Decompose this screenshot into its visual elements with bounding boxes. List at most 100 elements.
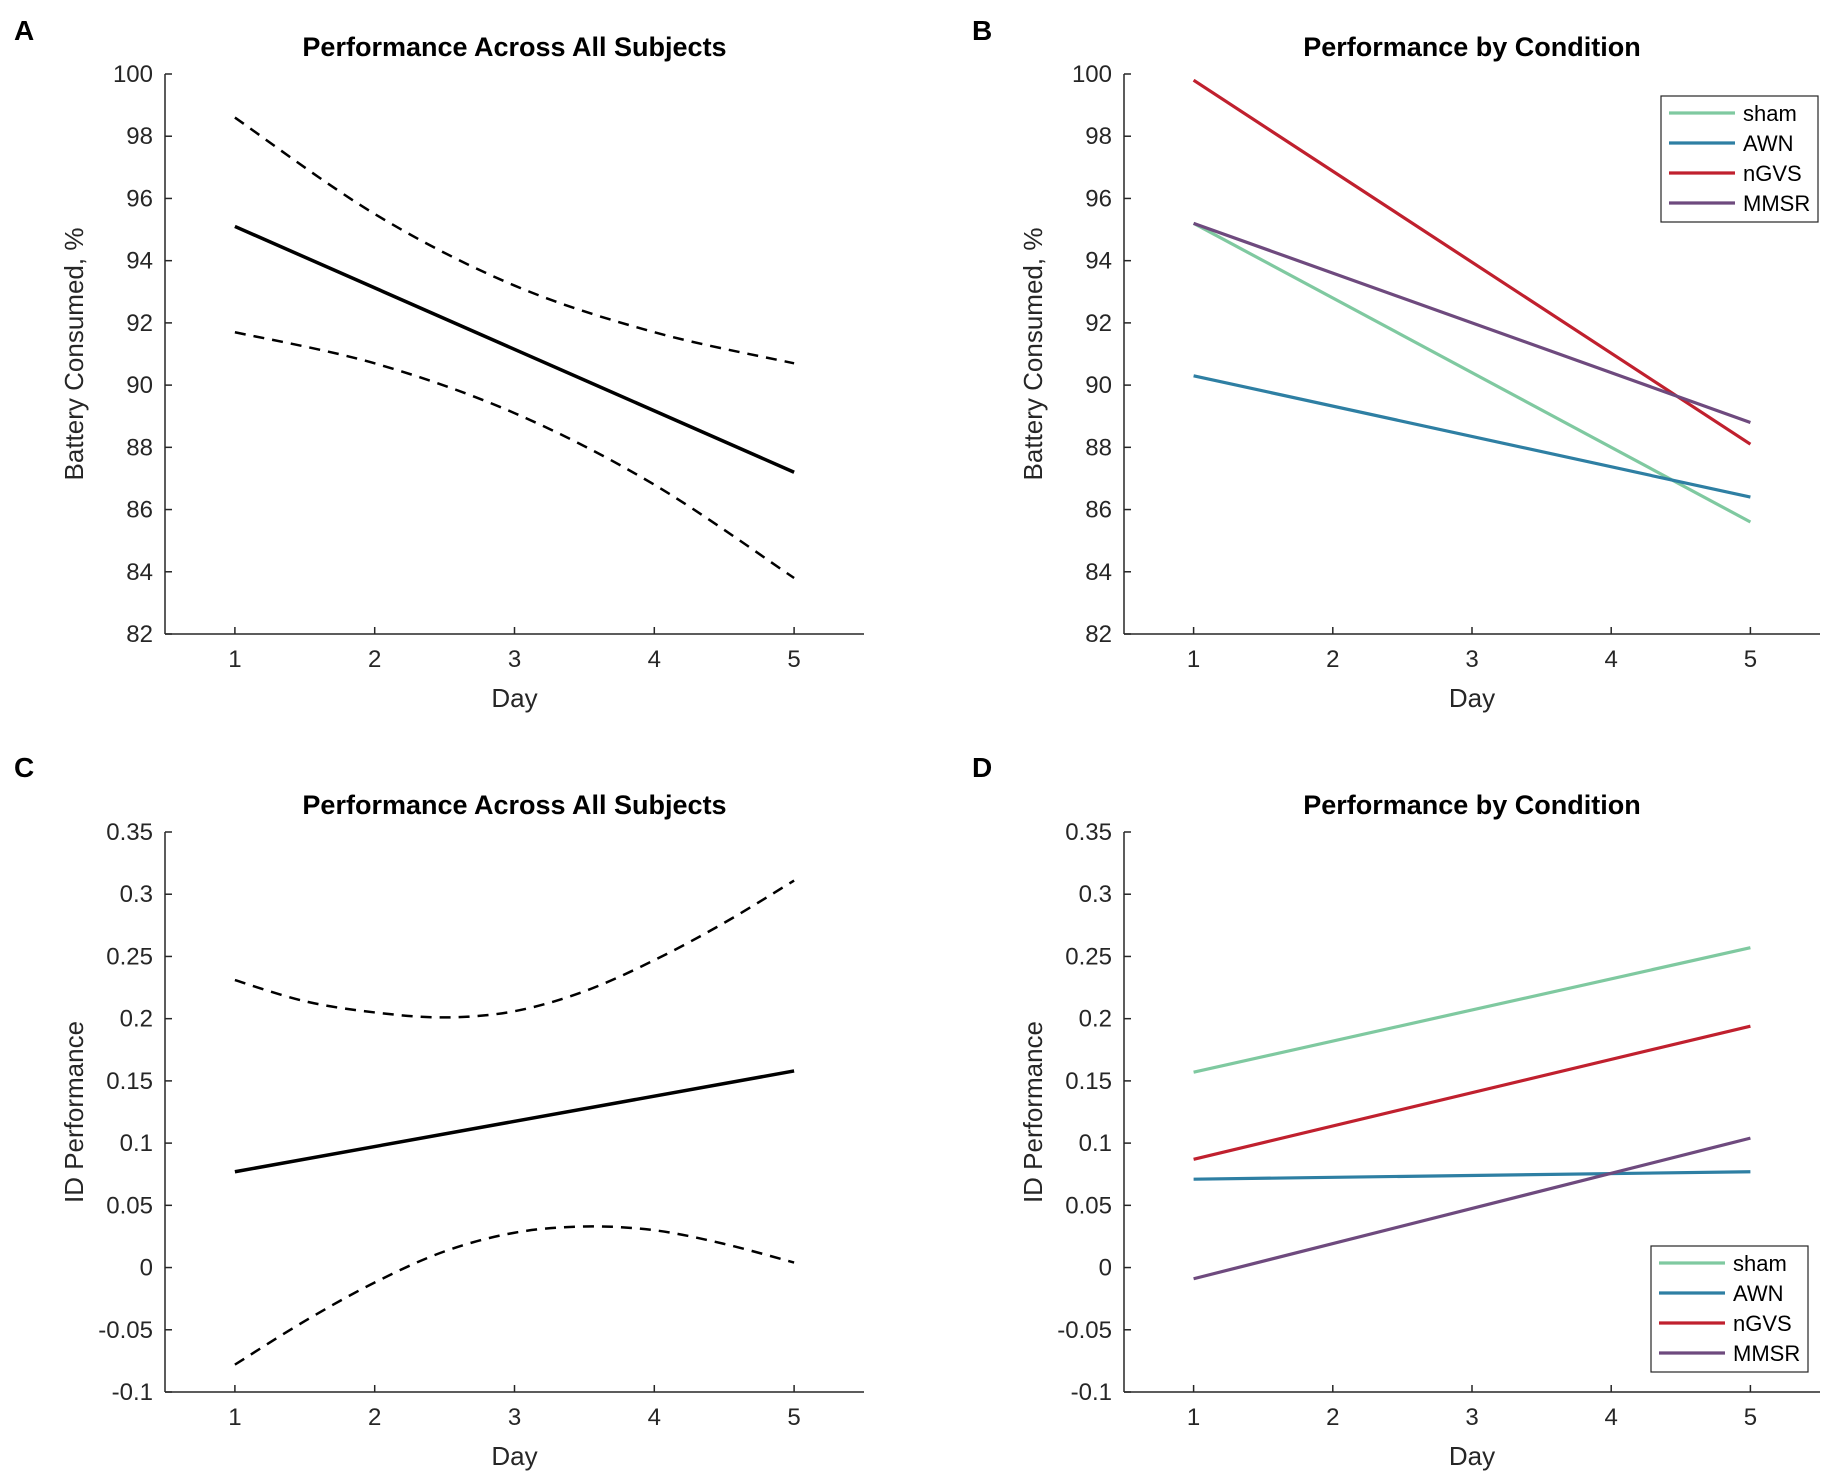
legend-label: nGVS [1733, 1311, 1792, 1336]
chart-title: Performance Across All Subjects [302, 32, 726, 62]
y-tick-label: 0.15 [1065, 1068, 1112, 1095]
y-tick-label: 0.1 [1079, 1130, 1112, 1157]
x-tick-label: 4 [1605, 1404, 1618, 1431]
x-tick-label: 4 [648, 646, 661, 673]
y-tick-label: 96 [1085, 185, 1112, 212]
y-tick-label: 94 [1085, 248, 1112, 275]
y-tick-label: 0.3 [1079, 881, 1112, 908]
y-tick-label: 0 [140, 1255, 153, 1282]
chart-title: Performance Across All Subjects [302, 790, 726, 820]
x-axis-label: Day [491, 683, 537, 713]
y-tick-label: 0.35 [1065, 819, 1112, 846]
chart-title: Performance by Condition [1303, 32, 1641, 62]
y-tick-label: 0.35 [106, 819, 153, 846]
x-tick-label: 4 [1605, 646, 1618, 673]
chart-panel-d: D Performance by Condition -0.1 -0.05 0 0.05 0… [972, 752, 1820, 1471]
series-line-lower-ci [234, 331, 795, 580]
y-tick-label: 86 [1085, 497, 1112, 524]
x-tick-label: 1 [1187, 1404, 1200, 1431]
y-tick-label: 96 [126, 185, 153, 212]
y-tick-label: 98 [126, 123, 153, 150]
series-line-awn [1193, 1170, 1751, 1181]
y-axis-label: ID Performance [1018, 1021, 1048, 1203]
y-tick-label: 88 [1085, 434, 1112, 461]
legend-label: sham [1743, 101, 1797, 126]
y-tick-label: 98 [1085, 123, 1112, 150]
legend: sham AWN nGVS MMSR [1660, 95, 1819, 223]
panel-letter: C [14, 752, 34, 783]
y-tick-label: 0.25 [1065, 943, 1112, 970]
y-tick-label: 84 [1085, 559, 1112, 586]
x-tick-label: 1 [228, 1404, 241, 1431]
legend-label: MMSR [1743, 191, 1810, 216]
y-tick-label: 100 [113, 61, 153, 88]
x-tick-label: 3 [1465, 646, 1478, 673]
y-axis-label: ID Performance [59, 1021, 89, 1203]
series-line-fit [234, 1069, 795, 1174]
y-tick-label: -0.1 [112, 1379, 153, 1406]
x-tick-label: 2 [1326, 1404, 1339, 1431]
series-line-mmsr [1193, 221, 1751, 424]
x-tick-label: 2 [368, 646, 381, 673]
chart-panel-b: B Performance by Condition 82 84 86 88 90 92 94 9… [972, 15, 1820, 713]
x-tick-label: 4 [648, 1404, 661, 1431]
series-line-upper-ci [234, 116, 795, 365]
x-tick-label: 5 [1744, 646, 1757, 673]
x-tick-label: 1 [1187, 646, 1200, 673]
y-tick-label: 82 [1085, 621, 1112, 648]
series-line-sham [1193, 946, 1751, 1074]
x-tick-label: 5 [1744, 1404, 1757, 1431]
x-axis-label: Day [491, 1441, 537, 1471]
panel-letter: B [972, 15, 992, 46]
x-tick-label: 3 [1465, 1404, 1478, 1431]
y-tick-label: 0.2 [1079, 1006, 1112, 1033]
y-axis-label: Battery Consumed, % [59, 228, 89, 481]
y-tick-label: 0.3 [120, 881, 153, 908]
y-tick-label: 0.1 [120, 1130, 153, 1157]
series-line-ngvs [1192, 78, 1752, 446]
legend-label: AWN [1743, 131, 1794, 156]
series-line-ngvs [1193, 1024, 1751, 1161]
chart-title: Performance by Condition [1303, 790, 1641, 820]
x-tick-label: 5 [787, 646, 800, 673]
legend-label: MMSR [1733, 1341, 1800, 1366]
chart-panel-c: C Performance Across All Subjects -0.1 -0.0… [14, 752, 864, 1471]
x-tick-label: 2 [1326, 646, 1339, 673]
x-tick-label: 3 [508, 646, 521, 673]
y-tick-label: 100 [1072, 61, 1112, 88]
y-tick-label: 0.05 [1065, 1192, 1112, 1219]
panel-letter: D [972, 752, 992, 783]
series-line-mmsr [1193, 1136, 1751, 1281]
legend-box [1650, 1245, 1809, 1373]
legend-label: sham [1733, 1251, 1787, 1276]
y-tick-label: -0.05 [98, 1317, 153, 1344]
y-tick-label: 90 [126, 372, 153, 399]
panel-letter: A [14, 15, 34, 46]
x-tick-label: 1 [228, 646, 241, 673]
x-axis-label: Day [1449, 683, 1495, 713]
y-tick-label: -0.05 [1057, 1317, 1112, 1344]
x-tick-label: 5 [787, 1404, 800, 1431]
y-tick-label: 92 [1085, 310, 1112, 337]
series-line-fit [234, 224, 795, 474]
legend-box [1660, 95, 1819, 223]
x-tick-label: 2 [368, 1404, 381, 1431]
y-tick-label: 82 [126, 621, 153, 648]
y-tick-label: 92 [126, 310, 153, 337]
legend: sham AWN nGVS MMSR [1650, 1245, 1809, 1373]
series-line-lower-ci [234, 1225, 795, 1366]
series-line-sham [1192, 221, 1752, 524]
series-line-awn [1193, 374, 1751, 499]
y-tick-label: -0.1 [1071, 1379, 1112, 1406]
y-tick-label: 0.25 [106, 943, 153, 970]
y-tick-label: 88 [126, 434, 153, 461]
y-tick-label: 86 [126, 497, 153, 524]
y-tick-label: 0.2 [120, 1006, 153, 1033]
x-axis-label: Day [1449, 1441, 1495, 1471]
y-tick-label: 0.05 [106, 1192, 153, 1219]
y-tick-label: 0 [1099, 1255, 1112, 1282]
series-line-upper-ci [234, 879, 795, 1019]
chart-panel-a: A Performance Across All Subjects 82 84 86 88… [14, 15, 864, 713]
legend-label: nGVS [1743, 161, 1802, 186]
